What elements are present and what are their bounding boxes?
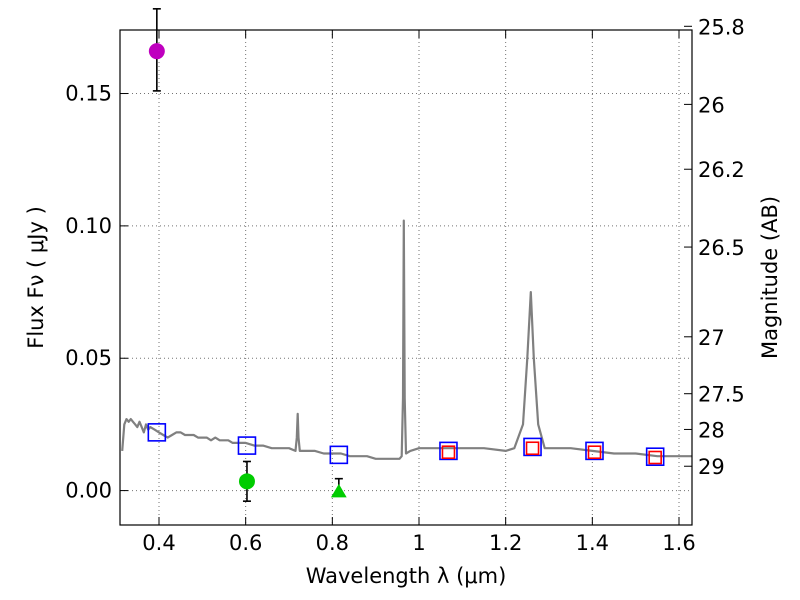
model-spectrum — [121, 219, 692, 460]
right-tick-label: 28 — [698, 418, 725, 442]
x-tick-label: 0.8 — [316, 531, 349, 555]
right-tick-label: 26 — [698, 93, 725, 117]
right-tick-label: 26.5 — [698, 236, 745, 260]
square-marker — [645, 447, 665, 467]
y-tick-label: 0.05 — [65, 346, 112, 370]
right-tick-label: 27 — [698, 326, 725, 350]
x-tick-label: 1.2 — [489, 531, 522, 555]
square-marker — [439, 441, 458, 461]
axis-labels: Wavelength λ (μm) Flux Fν ( μJy ) Magnit… — [24, 196, 782, 588]
model-spectrum-line — [121, 219, 692, 460]
square-marker — [587, 445, 602, 460]
square-marker — [648, 450, 662, 465]
square-marker — [441, 445, 456, 460]
circle-marker — [238, 473, 255, 490]
right-axis-label: Magnitude (AB) — [758, 196, 782, 359]
x-axis-label: Wavelength λ (μm) — [306, 564, 507, 588]
photometry-markers — [147, 8, 665, 502]
circle-marker — [148, 43, 165, 60]
square-marker — [147, 423, 167, 442]
right-tick-label: 29 — [698, 455, 725, 479]
square-marker — [525, 441, 540, 456]
x-tick-label: 1 — [412, 531, 425, 555]
triangle-marker — [330, 483, 347, 498]
y-axis-label: Flux Fν ( μJy ) — [24, 206, 48, 349]
right-tick-label: 25.8 — [698, 15, 745, 39]
square-marker — [237, 436, 257, 455]
square-marker — [585, 441, 604, 461]
square-marker — [523, 437, 542, 457]
right-tick-label: 26.2 — [698, 158, 745, 182]
x-tick-label: 1.4 — [576, 531, 609, 555]
y-tick-label: 0.10 — [65, 214, 112, 238]
y-tick-label: 0.15 — [65, 82, 112, 106]
plot-frame — [119, 29, 693, 526]
y-tick-label: 0.00 — [65, 479, 112, 503]
x-tick-label: 0.6 — [229, 531, 262, 555]
x-tick-label: 0.4 — [142, 531, 175, 555]
axis-ticks: 0.4 0.6 0.8 1 1.2 1.4 1.6 0.00 0.05 0.10 0.15 25.8 2… — [65, 15, 745, 555]
right-tick-label: 27.5 — [698, 383, 745, 407]
x-tick-label: 1.6 — [662, 531, 695, 555]
square-marker — [329, 445, 349, 465]
